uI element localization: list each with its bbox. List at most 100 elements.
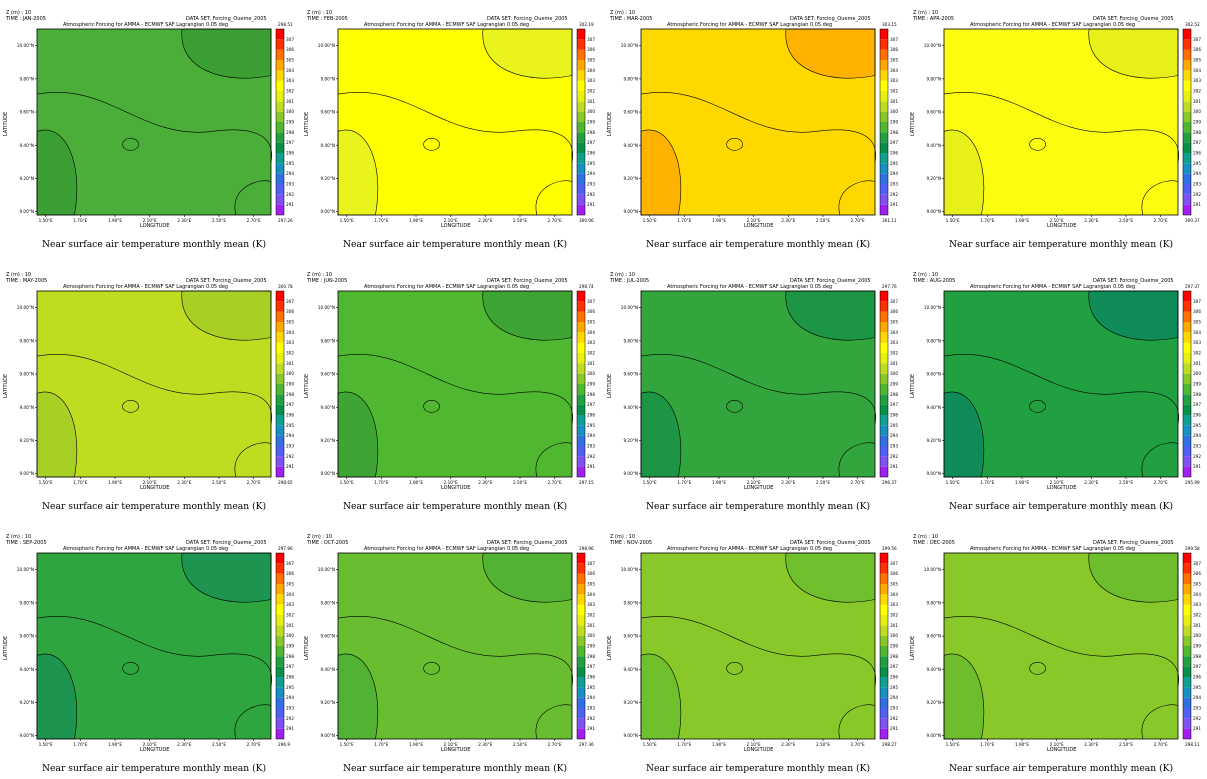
colorbar-swatch [577, 584, 585, 595]
colorbar-swatch [276, 163, 284, 174]
x-tick-label: 2.50°E [212, 742, 226, 747]
colorbar-swatch [880, 563, 888, 574]
x-tick-label: 2.50°E [513, 218, 527, 223]
contour-island [1029, 400, 1046, 413]
map-panel: Z (m) : 10 TIME : MAR-2005 DATA SET: Forci… [604, 0, 904, 255]
x-tick-label: 1.90°E [1015, 480, 1029, 485]
colorbar-swatch [1183, 204, 1191, 215]
contour-line [535, 704, 573, 740]
colorbar-swatch [1183, 666, 1191, 677]
colorbar-tick-label: 294 [587, 171, 595, 176]
colorbar-swatch [577, 122, 585, 133]
panel-header-text: Z (m) : 10 [913, 272, 939, 278]
colorbar-tick-label: 297 [1193, 140, 1201, 145]
map-svg: 1.50°E 1.70°E 1.90°E 2.10°E 2.30°E 2.50°E 2.70… [17, 546, 295, 747]
plot-frame [36, 552, 272, 740]
y-axis-label: LATITUDE [304, 635, 310, 660]
colorbar-tick-label: 307 [1193, 561, 1201, 566]
colorbar-tick-label: 300 [890, 109, 898, 114]
colorbar-swatch [577, 173, 585, 184]
y-axis-label: LATITUDE [910, 373, 916, 398]
y-tick-label: 9.80°N [926, 600, 941, 605]
colorbar-max-label: 302.52 [1185, 22, 1200, 27]
y-tick-label: 10.00°N [621, 305, 638, 310]
contour-line [838, 180, 876, 216]
colorbar-swatch [880, 60, 888, 71]
y-tick-label: 9.00°N [926, 471, 941, 476]
colorbar-swatch [276, 728, 284, 739]
plot-frame [943, 552, 1179, 740]
colorbar-min-label: 296.37 [882, 480, 897, 485]
map-panel: Z (m) : 10 TIME : JUN-2005 DATA SET: Forci… [301, 262, 601, 517]
colorbar-swatch [880, 301, 888, 312]
colorbar-tick-label: 301 [286, 361, 294, 366]
x-tick-label: 2.50°E [816, 742, 830, 747]
colorbar-tick-label: 295 [587, 423, 595, 428]
x-axis-label: LONGITUDE [441, 223, 471, 229]
x-tick-label: 2.10°E [143, 218, 157, 223]
colorbar-swatch [577, 466, 585, 477]
colorbar-tick-label: 301 [1193, 99, 1201, 104]
colorbar-frame [576, 290, 586, 478]
colorbar-frame [1182, 552, 1192, 740]
x-tick-label: 1.70°E [374, 480, 388, 485]
colorbar-max-label: 303.15 [882, 22, 897, 27]
colorbar-swatch [1183, 184, 1191, 195]
colorbar-tick-label: 305 [1193, 58, 1201, 63]
colorbar-max-label: 298.51 [278, 22, 293, 27]
colorbar-swatch [577, 553, 585, 564]
colorbar-max-label: 299.58 [1185, 546, 1200, 551]
y-tick-label: 9.40°N [320, 405, 335, 410]
colorbar-swatch [276, 322, 284, 333]
y-tick-label: 9.80°N [19, 338, 34, 343]
y-tick-label: 10.00°N [621, 567, 638, 572]
colorbar-tick-label: 300 [1193, 633, 1201, 638]
colorbar-tick-label: 298 [286, 392, 294, 397]
colorbar-tick-label: 292 [1193, 716, 1201, 721]
x-tick-label: 2.10°E [747, 742, 761, 747]
colorbar-tick-label: 296 [286, 413, 294, 418]
colorbar-tick-label: 304 [1193, 68, 1201, 73]
colorbar-tick-label: 297 [587, 664, 595, 669]
colorbar-swatch [1183, 615, 1191, 626]
colorbar-swatch [880, 718, 888, 729]
x-tick-label: 1.90°E [108, 218, 122, 223]
x-tick-label: 2.50°E [1119, 218, 1133, 223]
x-tick-label: 2.10°E [143, 742, 157, 747]
panel-caption: Near surface air temperature monthly mea… [949, 763, 1174, 774]
x-tick-label: 2.70°E [851, 218, 865, 223]
colorbar-swatch [577, 132, 585, 143]
colorbar-swatch [1183, 435, 1191, 446]
panel-header-text: Z (m) : 10 [307, 272, 333, 278]
colorbar-swatch [880, 615, 888, 626]
colorbar-tick-label: 303 [286, 78, 294, 83]
colorbar-swatch [880, 184, 888, 195]
x-tick-label: 1.50°E [340, 742, 354, 747]
colorbar-tick-label: 298 [286, 130, 294, 135]
colorbar-tick-label: 303 [1193, 602, 1201, 607]
colorbar-swatch [276, 604, 284, 615]
contour-line [535, 180, 573, 216]
colorbar-tick-label: 294 [286, 695, 294, 700]
colorbar-tick-label: 300 [890, 633, 898, 638]
colorbar-swatch [276, 142, 284, 153]
colorbar-swatch [1183, 646, 1191, 657]
colorbar-swatch [276, 415, 284, 426]
colorbar-tick-label: 304 [286, 330, 294, 335]
colorbar-swatch [276, 425, 284, 436]
x-tick-label: 2.50°E [513, 742, 527, 747]
x-tick-label: 1.70°E [980, 480, 994, 485]
colorbar-swatch [577, 142, 585, 153]
colorbar-swatch [577, 573, 585, 584]
panel-header-text: TIME : JUN-2005 [307, 278, 348, 284]
y-axis-label: LATITUDE [910, 111, 916, 136]
colorbar-swatch [1183, 384, 1191, 395]
colorbar-tick-label: 307 [890, 299, 898, 304]
x-axis-label: LONGITUDE [1047, 747, 1077, 753]
colorbar-tick-label: 306 [890, 309, 898, 314]
colorbar-swatch [1183, 404, 1191, 415]
colorbar-swatch [1183, 332, 1191, 343]
colorbar-tick-label: 295 [286, 423, 294, 428]
panel-header-text: Z (m) : 10 [307, 534, 333, 540]
colorbar-tick-label: 303 [587, 340, 595, 345]
